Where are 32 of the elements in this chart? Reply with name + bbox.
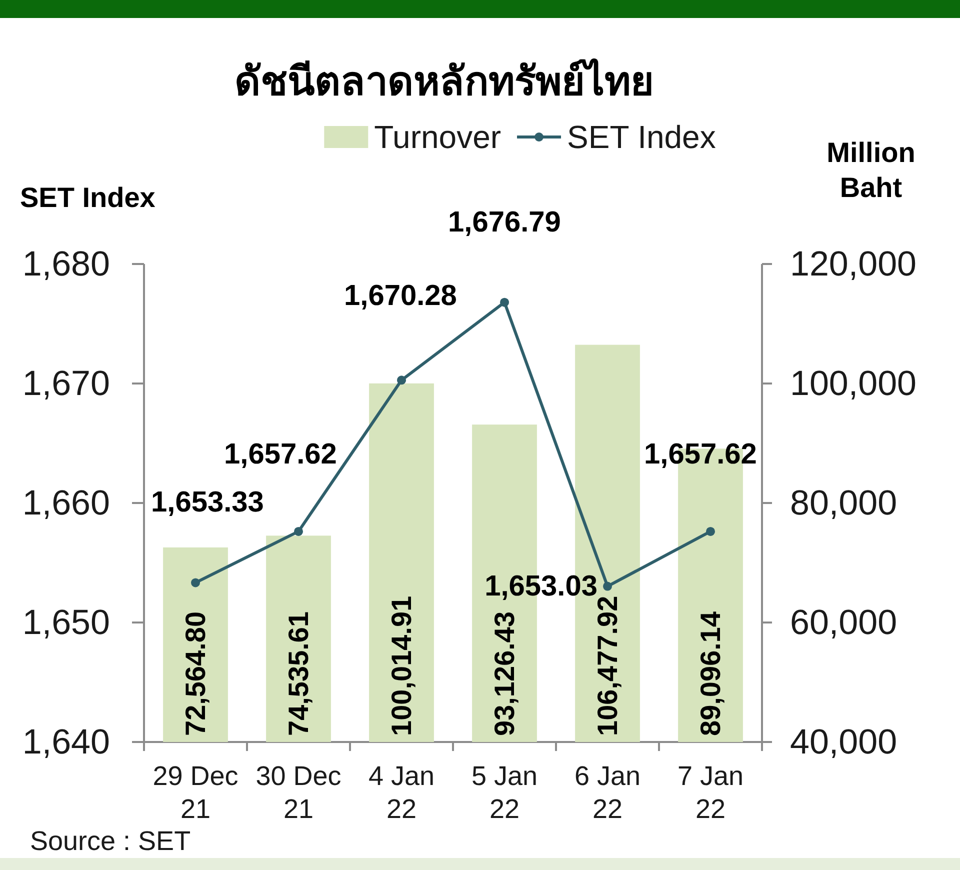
y-tick-label: 1,640 — [22, 722, 110, 762]
value-label: 72,564.80 — [180, 611, 211, 736]
y2-tick-label: 40,000 — [790, 722, 898, 762]
value-label: 1,657.62 — [224, 438, 337, 470]
value-label: 100,014.91 — [386, 596, 417, 736]
value-label: 1,657.62 — [644, 438, 757, 470]
y2-tick-label: 100,000 — [790, 364, 917, 403]
title: ดัชนีตลาดหลักทรัพย์ไทย — [234, 60, 654, 104]
value-label: 74,535.61 — [283, 611, 314, 736]
y-tick-label: 1,650 — [22, 603, 110, 642]
x-tick-label: 4 Jan 22 — [368, 761, 435, 824]
value-label: 1,670.28 — [344, 280, 457, 312]
value-label: 1,676.79 — [448, 206, 561, 238]
y-tick-label: 1,660 — [22, 484, 110, 522]
y-tick-label: 1,670 — [22, 364, 110, 403]
y-tick-label: 1,680 — [22, 244, 110, 284]
x-tick-label: 29 Dec 21 — [152, 761, 238, 824]
y2-tick-label: 120,000 — [790, 244, 917, 284]
value-label: 1,653.33 — [151, 486, 264, 519]
annotation: Source : SET — [30, 826, 191, 856]
value-label: 89,096.14 — [695, 611, 726, 736]
value-label: 93,126.43 — [489, 611, 520, 736]
ylabel: SET Index — [20, 182, 156, 213]
x-tick-label: 30 Dec 21 — [256, 761, 342, 824]
y2label: Million Baht — [826, 137, 916, 203]
x-tick-label: 7 Jan 22 — [677, 761, 744, 824]
y2-tick-label: 80,000 — [790, 484, 898, 522]
y2-tick-label: 60,000 — [790, 603, 898, 642]
x-tick-label: 5 Jan 22 — [471, 761, 538, 824]
legend-label: Turnover — [374, 119, 502, 155]
x-tick-label: 6 Jan 22 — [574, 761, 641, 824]
legend-label: SET Index — [567, 119, 716, 155]
